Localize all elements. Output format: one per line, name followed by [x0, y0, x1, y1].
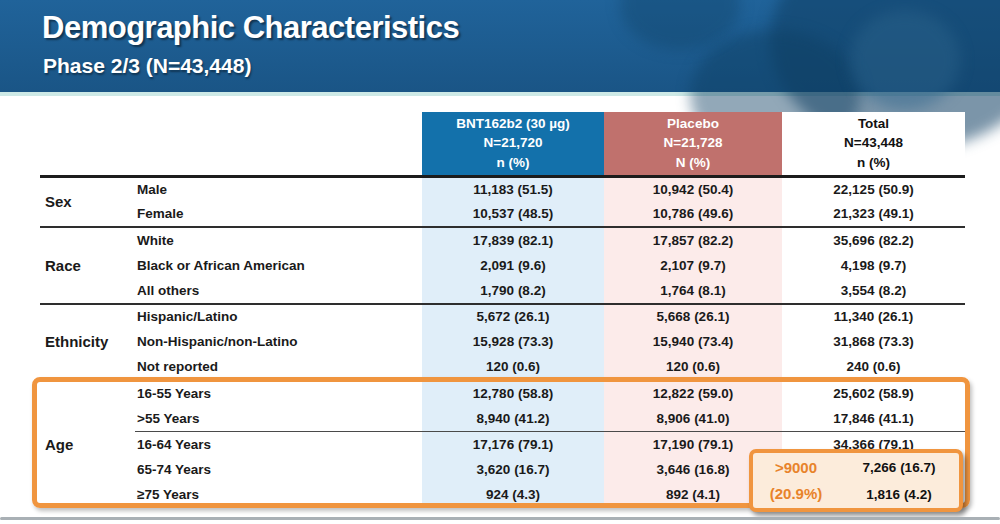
table-row: Age16-55 Years12,780 (58.8)12,822 (59.0)…: [40, 380, 965, 406]
value-cell-placebo: 5,668 (26.1): [604, 304, 782, 330]
value-cell-total: 17,846 (41.1): [782, 406, 965, 432]
table-row: Female10,537 (48.5)10,786 (49.6)21,323 (…: [40, 202, 965, 228]
row-label: Non-Hispanic/non-Latino: [135, 329, 422, 355]
callout-total-75plus: 1,816 (4.2): [839, 481, 959, 508]
row-label: Black or African American: [135, 253, 422, 279]
row-label: All others: [135, 278, 422, 304]
row-label: ≥75 Years: [135, 482, 422, 508]
value-cell-bnt: 1,790 (8.2): [422, 278, 604, 304]
table-row: Black or African American2,091 (9.6)2,10…: [40, 253, 965, 279]
category-label-sex: Sex: [40, 176, 135, 227]
slide-header: Demographic Characteristics Phase 2/3 (N…: [0, 0, 1000, 96]
age-65plus-callout: >9000 (20.9%) 7,266 (16.7) 1,816 (4.2): [749, 449, 963, 512]
value-cell-total: 25,602 (58.9): [782, 380, 965, 406]
page-title: Demographic Characteristics: [42, 10, 459, 46]
value-cell-placebo: 2,107 (9.7): [604, 253, 782, 279]
row-label: White: [135, 227, 422, 253]
callout-total-65-74: 7,266 (16.7): [839, 454, 959, 481]
column-unit: n (%): [497, 155, 530, 170]
value-cell-bnt: 10,537 (48.5): [422, 202, 604, 228]
value-cell-placebo: 12,822 (59.0): [604, 380, 782, 406]
value-cell-total: 3,554 (8.2): [782, 278, 965, 304]
header-spacer-cell: [40, 112, 422, 176]
table-row: EthnicityHispanic/Latino5,672 (26.1)5,66…: [40, 304, 965, 330]
value-cell-placebo: 1,764 (8.1): [604, 278, 782, 304]
column-header-bnt162b2: BNT162b2 (30 µg) N=21,720 n (%): [422, 112, 604, 176]
value-cell-bnt: 17,839 (82.1): [422, 227, 604, 253]
value-cell-placebo: 120 (0.6): [604, 355, 782, 381]
row-label: 16-55 Years: [135, 380, 422, 406]
callout-annotation: >9000 (20.9%): [753, 453, 839, 508]
table-row: Not reported120 (0.6)120 (0.6)240 (0.6): [40, 355, 965, 381]
virus-art-blob: [850, 10, 960, 110]
virus-art-blob: [620, 0, 740, 50]
value-cell-bnt: 3,620 (16.7): [422, 457, 604, 483]
column-title: Placebo: [667, 116, 719, 131]
value-cell-total: 35,696 (82.2): [782, 227, 965, 253]
column-title: Total: [858, 116, 889, 131]
value-cell-bnt: 924 (4.3): [422, 482, 604, 508]
value-cell-placebo: 17,857 (82.2): [604, 227, 782, 253]
table-header-row: BNT162b2 (30 µg) N=21,720 n (%) Placebo …: [40, 112, 965, 176]
slide-bottom-edge: [0, 517, 1000, 520]
value-cell-bnt: 11,183 (51.5): [422, 176, 604, 202]
table-row: SexMale11,183 (51.5)10,942 (50.4)22,125 …: [40, 176, 965, 202]
value-cell-total: 22,125 (50.9): [782, 176, 965, 202]
value-cell-bnt: 15,928 (73.3): [422, 329, 604, 355]
column-title: BNT162b2 (30 µg): [456, 116, 570, 131]
value-cell-bnt: 120 (0.6): [422, 355, 604, 381]
value-cell-total: 240 (0.6): [782, 355, 965, 381]
value-cell-bnt: 2,091 (9.6): [422, 253, 604, 279]
value-cell-total: 21,323 (49.1): [782, 202, 965, 228]
slide: Demographic Characteristics Phase 2/3 (N…: [0, 0, 1000, 524]
column-unit: N (%): [676, 155, 711, 170]
column-n: N=43,448: [844, 135, 903, 150]
callout-totals: 7,266 (16.7) 1,816 (4.2): [839, 453, 959, 508]
category-label-race: Race: [40, 227, 135, 304]
row-label: 65-74 Years: [135, 457, 422, 483]
value-cell-bnt: 12,780 (58.8): [422, 380, 604, 406]
row-label: Female: [135, 202, 422, 228]
column-header-placebo: Placebo N=21,728 N (%): [604, 112, 782, 176]
table-row: All others1,790 (8.2)1,764 (8.1)3,554 (8…: [40, 278, 965, 304]
row-label: 16-64 Years: [135, 431, 422, 457]
value-cell-total: 11,340 (26.1): [782, 304, 965, 330]
column-header-total: Total N=43,448 n (%): [782, 112, 965, 176]
value-cell-total: 31,868 (73.3): [782, 329, 965, 355]
page-subtitle: Phase 2/3 (N=43,448): [43, 54, 251, 78]
value-cell-placebo: 8,906 (41.0): [604, 406, 782, 432]
callout-percent: (20.9%): [753, 481, 839, 507]
value-cell-bnt: 8,940 (41.2): [422, 406, 604, 432]
value-cell-bnt: 5,672 (26.1): [422, 304, 604, 330]
column-unit: n (%): [857, 155, 890, 170]
value-cell-placebo: 10,786 (49.6): [604, 202, 782, 228]
value-cell-bnt: 17,176 (79.1): [422, 431, 604, 457]
callout-count: >9000: [753, 455, 839, 481]
value-cell-placebo: 10,942 (50.4): [604, 176, 782, 202]
row-label: Male: [135, 176, 422, 202]
table-row: >55 Years8,940 (41.2)8,906 (41.0)17,846 …: [40, 406, 965, 432]
column-n: N=21,720: [484, 135, 543, 150]
category-label-ethnicity: Ethnicity: [40, 304, 135, 381]
column-n: N=21,728: [664, 135, 723, 150]
row-label: Hispanic/Latino: [135, 304, 422, 330]
row-label: Not reported: [135, 355, 422, 381]
value-cell-total: 4,198 (9.7): [782, 253, 965, 279]
table-row: Non-Hispanic/non-Latino15,928 (73.3)15,9…: [40, 329, 965, 355]
row-label: >55 Years: [135, 406, 422, 432]
category-label-age: Age: [40, 380, 135, 508]
value-cell-placebo: 15,940 (73.4): [604, 329, 782, 355]
table-row: RaceWhite17,839 (82.1)17,857 (82.2)35,69…: [40, 227, 965, 253]
